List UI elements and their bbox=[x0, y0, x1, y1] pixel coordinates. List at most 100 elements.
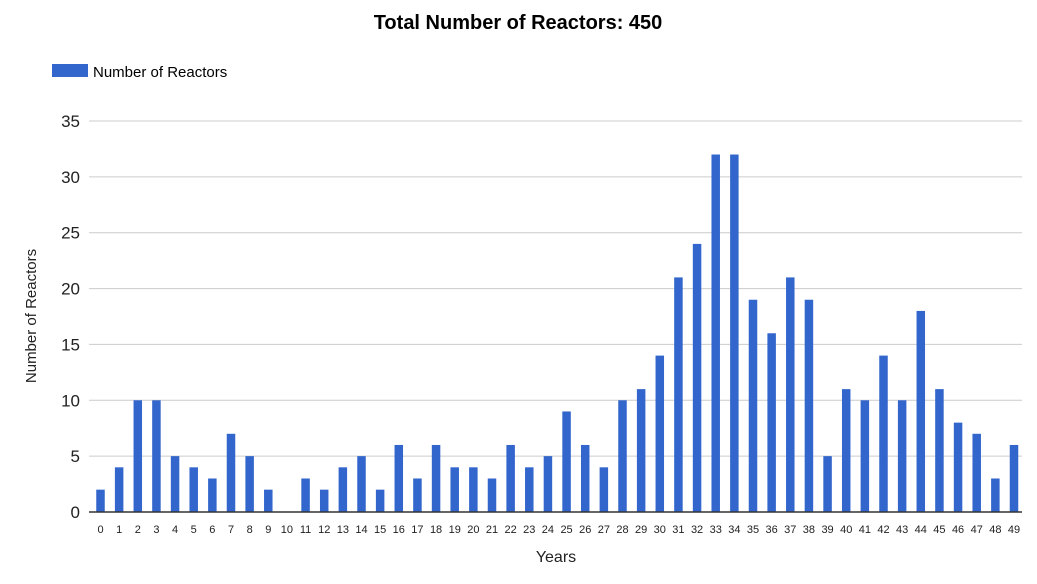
bar bbox=[692, 243, 702, 512]
x-tick-label: 9 bbox=[265, 524, 271, 536]
bar bbox=[748, 299, 758, 512]
x-tick-label: 49 bbox=[1008, 524, 1020, 536]
x-tick-label: 47 bbox=[971, 524, 983, 536]
x-tick-label: 46 bbox=[952, 524, 964, 536]
x-tick-label: 42 bbox=[877, 524, 889, 536]
bar bbox=[319, 489, 329, 512]
bar bbox=[1009, 444, 1019, 512]
x-tick-label: 24 bbox=[542, 524, 554, 536]
x-tick-label: 26 bbox=[579, 524, 591, 536]
y-tick-label: 5 bbox=[71, 447, 80, 466]
bar bbox=[636, 389, 646, 512]
x-tick-label: 30 bbox=[654, 524, 666, 536]
bar bbox=[916, 310, 926, 512]
x-tick-label: 19 bbox=[449, 524, 461, 536]
x-tick-label: 41 bbox=[859, 524, 871, 536]
bar bbox=[394, 444, 404, 512]
bar bbox=[804, 299, 814, 512]
bar bbox=[189, 467, 198, 512]
bar bbox=[730, 154, 739, 512]
bar bbox=[897, 400, 907, 512]
gridlines bbox=[89, 120, 1022, 457]
bar bbox=[226, 433, 236, 512]
bar bbox=[953, 422, 963, 512]
bar bbox=[133, 400, 143, 512]
bar bbox=[208, 478, 217, 512]
bar bbox=[562, 411, 571, 512]
bar bbox=[879, 355, 888, 512]
legend-swatch bbox=[52, 64, 88, 77]
bar bbox=[413, 478, 422, 512]
bar bbox=[841, 389, 851, 512]
x-tick-label: 22 bbox=[505, 524, 517, 536]
bar bbox=[375, 489, 385, 512]
x-tick-label: 43 bbox=[896, 524, 908, 536]
bar bbox=[674, 277, 683, 512]
legend: Number of Reactors bbox=[52, 64, 227, 81]
x-tick-label: 1 bbox=[116, 524, 122, 536]
x-tick-label: 39 bbox=[821, 524, 833, 536]
x-tick-label: 37 bbox=[784, 524, 796, 536]
x-tick-label: 14 bbox=[355, 524, 367, 536]
x-tick-label: 29 bbox=[635, 524, 647, 536]
x-tick-label: 44 bbox=[915, 524, 927, 536]
x-tick-label: 4 bbox=[172, 524, 178, 536]
y-tick-label: 35 bbox=[61, 112, 80, 131]
chart-title: Total Number of Reactors: 450 bbox=[374, 12, 663, 34]
x-tick-label: 48 bbox=[989, 524, 1001, 536]
bar bbox=[711, 154, 720, 512]
x-tick-label: 12 bbox=[318, 524, 330, 536]
bar bbox=[245, 456, 254, 512]
y-tick-label: 0 bbox=[71, 503, 80, 522]
x-tick-label: 35 bbox=[747, 524, 759, 536]
x-tick-label: 3 bbox=[153, 524, 159, 536]
y-tick-label: 10 bbox=[61, 391, 80, 410]
bar bbox=[487, 478, 497, 512]
bar bbox=[450, 467, 459, 512]
bar bbox=[655, 355, 665, 512]
bar bbox=[506, 444, 515, 512]
y-tick-label: 25 bbox=[61, 224, 80, 243]
bar bbox=[618, 400, 627, 512]
x-tick-label: 0 bbox=[97, 524, 103, 536]
x-axis-label: Years bbox=[536, 549, 576, 566]
x-tick-label: 27 bbox=[598, 524, 610, 536]
legend-label: Number of Reactors bbox=[93, 64, 227, 81]
bar bbox=[972, 433, 981, 512]
bar bbox=[935, 389, 944, 512]
bar bbox=[431, 444, 441, 512]
x-tick-label: 17 bbox=[411, 524, 423, 536]
x-tick-label: 32 bbox=[691, 524, 703, 536]
x-tick-label: 10 bbox=[281, 524, 293, 536]
y-tick-label: 15 bbox=[61, 335, 80, 354]
x-tick-label: 20 bbox=[467, 524, 479, 536]
bar bbox=[767, 333, 776, 512]
bar bbox=[357, 456, 366, 512]
x-tick-label: 25 bbox=[560, 524, 572, 536]
x-tick-label: 6 bbox=[209, 524, 215, 536]
y-tick-label: 30 bbox=[61, 168, 80, 187]
x-tick-label: 40 bbox=[840, 524, 852, 536]
x-tick-label: 7 bbox=[228, 524, 234, 536]
bar bbox=[786, 277, 795, 512]
x-tick-label: 16 bbox=[393, 524, 405, 536]
y-tick-label: 20 bbox=[61, 280, 80, 299]
bar bbox=[301, 478, 310, 512]
bars bbox=[96, 154, 1019, 512]
x-tick-label: 36 bbox=[766, 524, 778, 536]
bar bbox=[170, 456, 180, 512]
bar bbox=[525, 467, 534, 512]
bar bbox=[114, 467, 124, 512]
x-tick-label: 38 bbox=[803, 524, 815, 536]
x-tick-label: 45 bbox=[933, 524, 945, 536]
bar bbox=[860, 400, 870, 512]
x-tick-label: 28 bbox=[616, 524, 628, 536]
y-axis-label: Number of Reactors bbox=[23, 249, 40, 383]
y-axis-ticks: 0 5 10 15 20 25 30 35 bbox=[61, 112, 80, 522]
bar bbox=[823, 456, 832, 512]
x-tick-label: 33 bbox=[710, 524, 722, 536]
bar bbox=[96, 489, 105, 512]
bar bbox=[469, 467, 478, 512]
x-tick-label: 23 bbox=[523, 524, 535, 536]
